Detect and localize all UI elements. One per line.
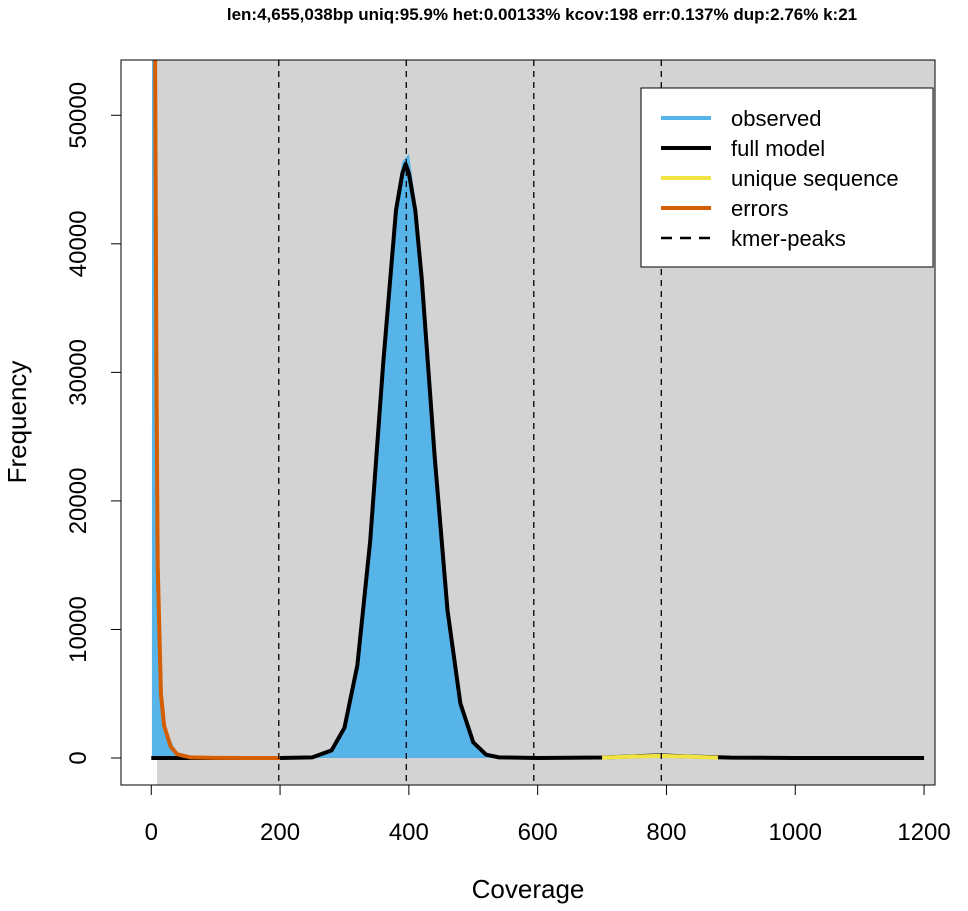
legend-label: kmer-peaks (731, 226, 846, 251)
legend-label: errors (731, 196, 788, 221)
x-tick-label: 800 (646, 819, 686, 846)
y-tick-label: 0 (65, 751, 92, 764)
chart-title: len:4,655,038bp uniq:95.9% het:0.00133% … (227, 5, 857, 24)
x-tick-label: 600 (518, 819, 558, 846)
x-tick-label: 400 (389, 819, 429, 846)
y-tick-label: 10000 (65, 596, 92, 663)
y-tick-label: 20000 (65, 468, 92, 535)
legend-label: observed (731, 106, 822, 131)
y-tick-label: 40000 (65, 210, 92, 277)
axes: 0 200 400 600 800 1000 1200 0 10000 20000 30000 400… (65, 82, 951, 846)
series-line (601, 753, 719, 760)
legend: observed full model unique sequence errors k… (640, 87, 934, 268)
legend-label: unique sequence (731, 166, 899, 191)
x-axis-label: Coverage (472, 874, 585, 904)
legend-label: full model (731, 136, 825, 161)
x-tick-label: 1000 (769, 819, 822, 846)
x-tick-label: 0 (145, 819, 158, 846)
series-line (153, 60, 281, 761)
y-tick-label: 30000 (65, 339, 92, 406)
plot-area (151, 60, 925, 785)
x-tick-label: 1200 (897, 819, 950, 846)
y-tick-label: 50000 (65, 82, 92, 149)
y-axis-label: Frequency (2, 361, 32, 484)
x-tick-label: 200 (260, 819, 300, 846)
